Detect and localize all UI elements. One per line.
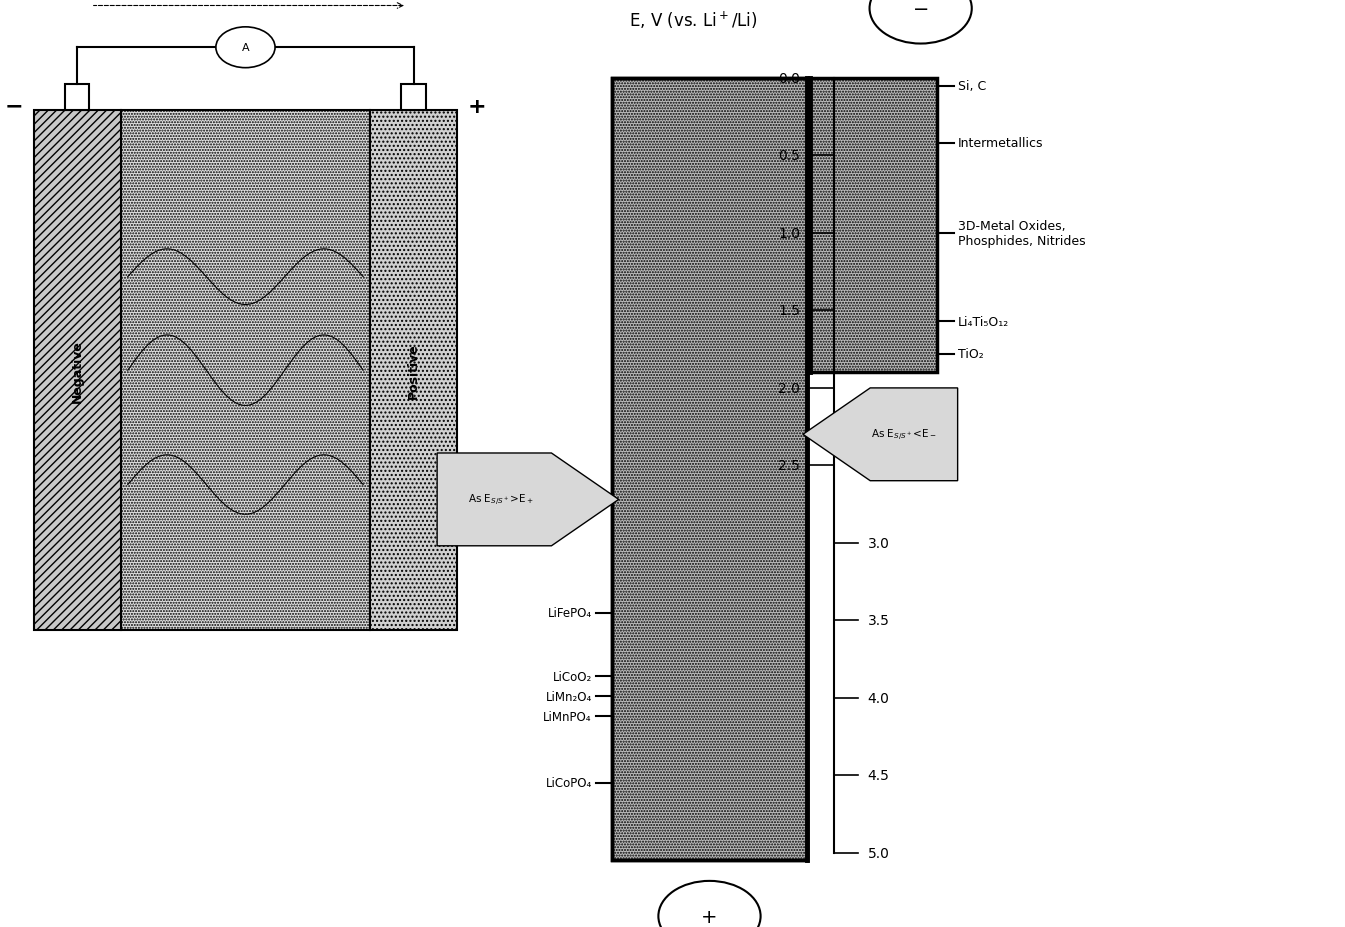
Text: 4.0: 4.0: [868, 691, 889, 705]
Bar: [121, 111, 370, 630]
Text: Positive: Positive: [408, 343, 420, 399]
Text: 5.0: 5.0: [868, 845, 889, 859]
Text: +: +: [701, 907, 718, 926]
Text: 0.5: 0.5: [779, 149, 800, 163]
Text: TiO₂: TiO₂: [958, 348, 983, 361]
Circle shape: [215, 28, 276, 69]
Text: LiCoPO₄: LiCoPO₄: [546, 777, 592, 790]
Text: −: −: [4, 96, 23, 117]
Text: Negative: Negative: [71, 339, 83, 402]
Bar: [612, 79, 807, 860]
Bar: [34, 111, 121, 630]
Polygon shape: [437, 453, 619, 546]
Text: Li₄Ti₅O₁₂: Li₄Ti₅O₁₂: [958, 315, 1009, 328]
Text: LiMn₂O₄: LiMn₂O₄: [546, 690, 592, 703]
Text: 3D-Metal Oxides,
Phosphides, Nitrides: 3D-Metal Oxides, Phosphides, Nitrides: [958, 220, 1085, 248]
Text: 3.0: 3.0: [868, 536, 889, 551]
Text: E, V (vs. Li$^+$/Li): E, V (vs. Li$^+$/Li): [628, 9, 757, 31]
Text: 1.5: 1.5: [779, 304, 800, 318]
Text: +: +: [468, 96, 487, 117]
Text: As E$_{S/S^+}$<E$_-$: As E$_{S/S^+}$<E$_-$: [870, 427, 936, 442]
Bar: [65, 85, 89, 111]
Text: 0.0: 0.0: [779, 71, 800, 86]
Text: 1.0: 1.0: [779, 226, 800, 241]
Text: LiMnPO₄: LiMnPO₄: [543, 710, 592, 723]
Text: 3.5: 3.5: [868, 614, 889, 628]
Bar: [401, 85, 425, 111]
Text: Intermetallics: Intermetallics: [958, 137, 1044, 150]
Text: LiFePO₄: LiFePO₄: [547, 606, 592, 619]
Text: 2.0: 2.0: [779, 381, 800, 396]
Text: −: −: [912, 0, 929, 19]
Text: 4.5: 4.5: [868, 768, 889, 782]
Text: 2.5: 2.5: [779, 459, 800, 473]
Polygon shape: [803, 388, 958, 481]
Text: A: A: [242, 44, 249, 53]
Bar: [810, 79, 937, 373]
Bar: [370, 111, 457, 630]
Text: LiCoO₂: LiCoO₂: [553, 670, 592, 683]
Text: As E$_{S/S^+}$>E$_+$: As E$_{S/S^+}$>E$_+$: [468, 492, 534, 507]
Text: Si, C: Si, C: [958, 80, 986, 93]
Bar: [612, 79, 807, 860]
